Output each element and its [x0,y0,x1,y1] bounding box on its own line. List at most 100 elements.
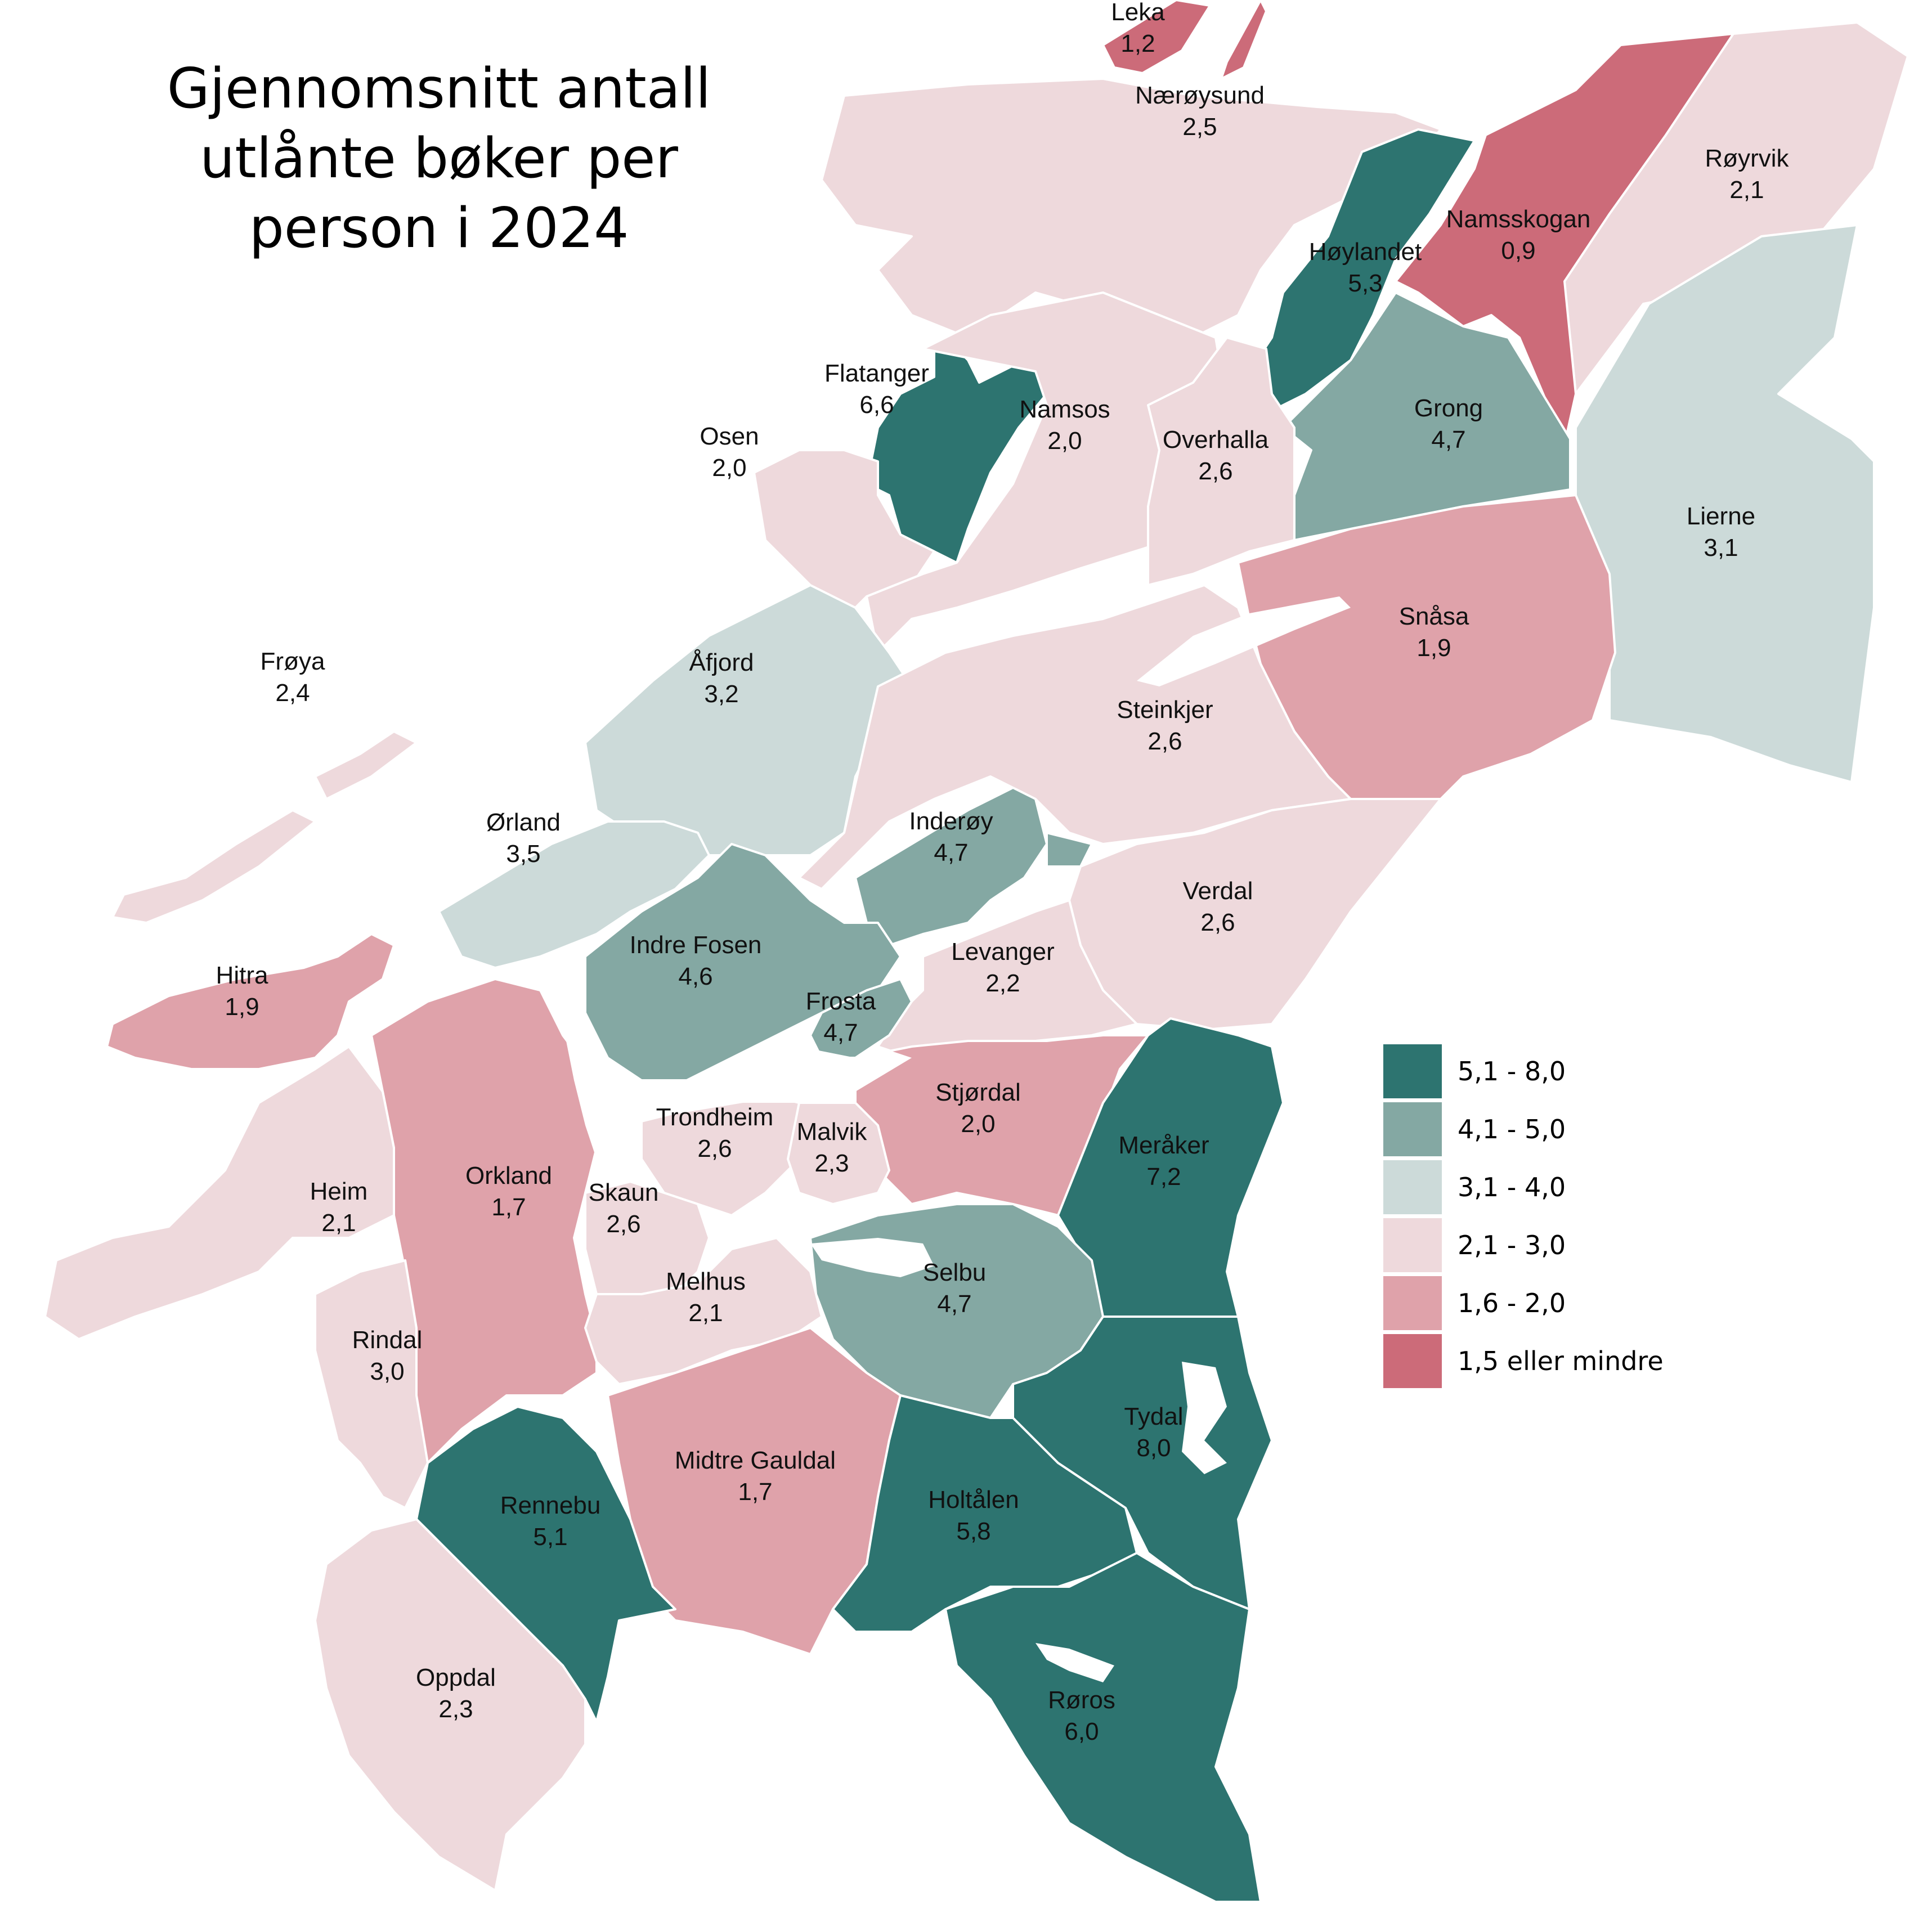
label-osen-name: Osen [700,423,759,450]
label-namsos-name: Namsos [1019,396,1110,423]
label-rindal-value: 3,0 [370,1358,404,1385]
label-heim-value: 2,1 [321,1209,356,1237]
label-levanger-value: 2,2 [985,969,1020,997]
region-meraker [1057,1017,1284,1318]
label-holtalen-name: Holtålen [928,1486,1019,1514]
label-overhalla-value: 2,6 [1198,457,1232,485]
label-roros-name: Røros [1048,1686,1115,1714]
label-afjord-name: Åfjord [689,649,754,676]
label-selbu-value: 4,7 [937,1290,971,1318]
lake-selbusjoen [810,1238,934,1277]
label-hoylandet-name: Høylandet [1309,238,1422,266]
region-oppdal [314,1518,586,1892]
title-line-3: person i 2024 [249,196,629,261]
label-lierne-name: Lierne [1687,502,1755,530]
label-meraker-value: 7,2 [1146,1163,1181,1191]
label-tydal-name: Tydal [1124,1403,1183,1430]
region-frosta [809,978,913,1059]
legend-label: 5,1 - 8,0 [1458,1056,1566,1087]
region-hoylandet [1226,128,1476,417]
title-line-2: utlånte bøker per [200,127,678,191]
region-heim [44,1045,395,1340]
label-leka-value: 1,2 [1120,30,1155,57]
label-verdal-name: Verdal [1183,877,1253,905]
region-skaun [584,1180,710,1295]
region-hitra [106,933,395,1070]
region-melhus [584,1237,823,1385]
label-midtregauldal-name: Midtre Gauldal [675,1447,836,1474]
legend-swatch [1383,1044,1442,1098]
label-melhus-name: Melhus [666,1268,746,1295]
label-snasa-name: Snåsa [1399,603,1469,630]
label-stjordal-value: 2,0 [961,1110,995,1138]
legend: 5,1 - 8,0 4,1 - 5,0 3,1 - 4,0 2,1 - 3,0 … [1383,1043,1664,1391]
region-orland [438,820,710,969]
label-orland-name: Ørland [486,809,561,836]
legend-item: 4,1 - 5,0 [1383,1101,1664,1157]
label-leka-name: Leka [1111,0,1165,26]
label-steinkjer-name: Steinkjer [1117,696,1213,724]
label-osen-value: 2,0 [712,454,746,482]
label-malvik-value: 2,3 [814,1150,849,1177]
label-stjordal-name: Stjørdal [935,1079,1021,1106]
region-overhalla [1147,336,1296,586]
label-hoylandet-value: 5,3 [1348,270,1382,297]
label-flatanger-name: Flatanger [824,360,929,387]
legend-swatch [1383,1276,1442,1330]
legend-label: 1,5 eller mindre [1458,1346,1664,1376]
label-indrefosen-value: 4,6 [678,963,712,990]
label-malvik-name: Malvik [797,1118,868,1146]
region-osen [753,449,935,620]
label-rennebu-value: 5,1 [533,1523,567,1551]
label-indrefosen-name: Indre Fosen [630,931,762,959]
legend-label: 2,1 - 3,0 [1458,1230,1566,1260]
lake-roros [1036,1643,1114,1682]
label-hitra-value: 1,9 [225,993,259,1021]
label-orkland-name: Orkland [465,1162,552,1189]
label-melhus-value: 2,1 [688,1299,723,1327]
label-namsos-value: 2,0 [1047,427,1082,455]
region-indrefosen [584,843,902,1081]
lake-tydal [1182,1362,1227,1474]
label-naeroysund-name: Nærøysund [1135,82,1265,109]
label-orkland-value: 1,7 [491,1193,526,1221]
label-heim-name: Heim [310,1178,368,1205]
legend-swatch [1383,1218,1442,1272]
map-title: Gjennomsnitt antall utlånte bøker per pe… [146,54,732,263]
label-verdal-value: 2,6 [1200,909,1235,936]
region-roros [944,1552,1262,1903]
label-steinkjer-value: 2,6 [1147,728,1182,755]
legend-item: 3,1 - 4,0 [1383,1159,1664,1215]
label-skaun-value: 2,6 [606,1210,640,1238]
label-afjord-value: 3,2 [704,680,738,708]
label-oppdal-value: 2,3 [438,1695,473,1723]
label-royrvik-value: 2,1 [1729,176,1764,204]
label-levanger-name: Levanger [951,938,1054,966]
label-frosta-name: Frosta [806,987,876,1015]
label-hitra-name: Hitra [216,962,268,989]
legend-label: 1,6 - 2,0 [1458,1288,1566,1318]
region-froya [111,809,316,924]
label-trondheim-value: 2,6 [697,1135,732,1162]
label-inderoy-name: Inderøy [909,807,993,835]
label-grong-value: 4,7 [1431,426,1465,454]
title-line-1: Gjennomsnitt antall [167,57,711,121]
legend-item: 2,1 - 3,0 [1383,1217,1664,1273]
legend-swatch [1383,1334,1442,1388]
label-snasa-value: 1,9 [1416,634,1451,662]
label-froya-value: 2,4 [275,679,310,707]
label-midtregauldal-value: 1,7 [738,1478,772,1506]
label-holtalen-value: 5,8 [956,1518,990,1545]
fjord-trondheimsfjord [563,1024,912,1159]
label-trondheim-name: Trondheim [656,1103,774,1131]
legend-item: 1,6 - 2,0 [1383,1275,1664,1331]
label-namsskogan-value: 0,9 [1501,237,1535,264]
label-grong-name: Grong [1414,394,1483,422]
label-rindal-name: Rindal [352,1326,423,1354]
legend-swatch [1383,1160,1442,1214]
region-malvik [787,1102,890,1205]
label-namsskogan-name: Namsskogan [1446,205,1591,233]
legend-item: 1,5 eller mindre [1383,1333,1664,1389]
legend-label: 3,1 - 4,0 [1458,1172,1566,1202]
